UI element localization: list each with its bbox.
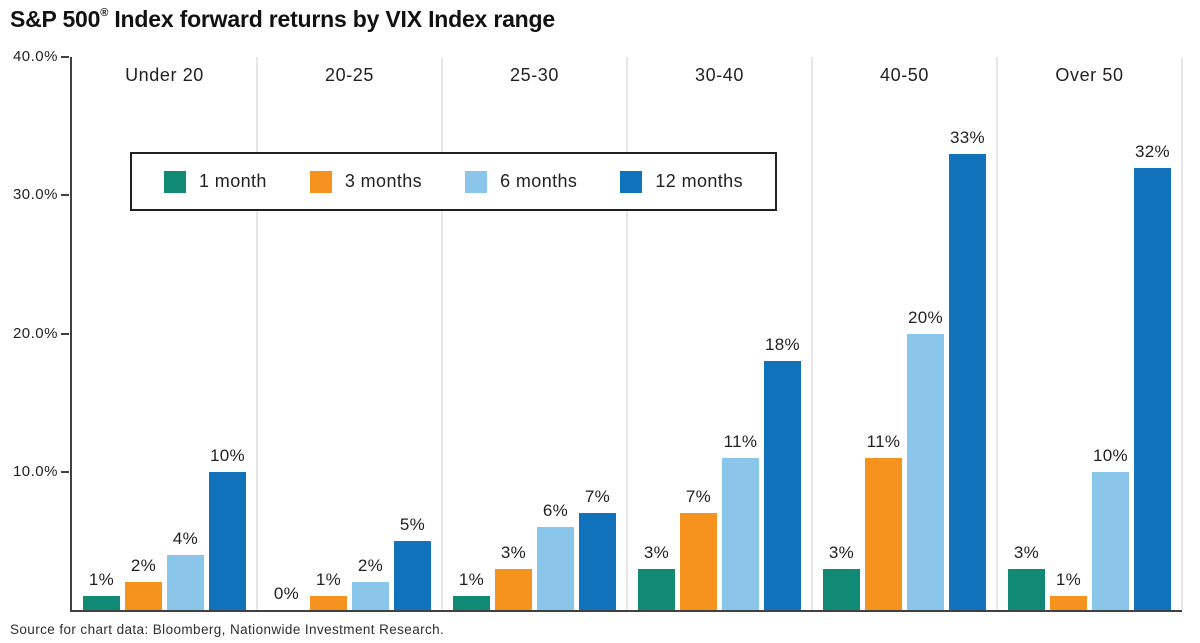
bar-12-months xyxy=(209,471,246,610)
source-note: Source for chart data: Bloomberg, Nation… xyxy=(10,622,445,637)
bar-value-label: 0% xyxy=(273,584,300,603)
registered-trademark-symbol: ® xyxy=(100,7,109,20)
bar-3-months xyxy=(680,513,717,610)
y-axis-tick xyxy=(61,470,69,473)
legend: 1 month 3 months 6 months 12 months xyxy=(130,152,777,211)
group-panel: Under 20 1% 2% 4% 10% xyxy=(72,57,257,610)
bar-value-label: 3% xyxy=(500,542,527,562)
group-panel: Over 50 3% 1% 10% 32% xyxy=(997,57,1182,610)
bar-6-months xyxy=(167,554,204,610)
group-header: 20-25 xyxy=(324,65,375,85)
group-header: Under 20 xyxy=(125,65,204,85)
bar-value-label: 1% xyxy=(458,570,485,590)
legend-swatch xyxy=(309,170,332,193)
bar-value-label: 6% xyxy=(542,501,569,521)
bar-value-label: 7% xyxy=(685,487,712,507)
chart-title: S&P 500® Index forward returns by VIX In… xyxy=(10,6,555,33)
bar-value-label: 2% xyxy=(130,556,157,576)
legend-label: 1 month xyxy=(199,171,267,191)
panel-divider xyxy=(996,57,998,610)
bar-value-label: 10% xyxy=(210,445,245,465)
bar-value-label: 11% xyxy=(723,431,758,451)
bar-value-label: 1% xyxy=(315,570,342,590)
y-axis-label: 30.0% xyxy=(12,186,58,204)
legend-label: 3 months xyxy=(344,171,423,191)
bar-12-months xyxy=(394,540,431,610)
bar-1-month xyxy=(823,568,860,610)
group-panel: 25-30 1% 3% 6% 7% xyxy=(442,57,627,610)
bar-6-months xyxy=(537,527,574,610)
bar-value-label: 20% xyxy=(908,307,943,327)
legend-swatch xyxy=(465,170,488,193)
bar-value-label: 18% xyxy=(765,335,800,355)
group-header: Over 50 xyxy=(1055,65,1124,85)
bar-6-months xyxy=(352,582,389,610)
y-axis-label: 10.0% xyxy=(12,462,58,480)
bar-value-label: 1% xyxy=(1055,570,1082,590)
legend-item: 3 months xyxy=(309,170,423,193)
panel-divider xyxy=(1181,57,1183,610)
legend-label: 12 months xyxy=(655,171,743,191)
bar-3-months xyxy=(495,568,532,610)
legend-swatch xyxy=(164,170,186,193)
group-panel: 30-40 3% 7% 11% 18% xyxy=(627,57,812,610)
panel-divider xyxy=(441,57,443,610)
bar-value-label: 2% xyxy=(357,556,384,576)
bar-1-month xyxy=(83,596,120,610)
bar-value-label: 10% xyxy=(1093,445,1128,465)
bar-3-months xyxy=(125,582,162,610)
panel-divider xyxy=(256,57,258,610)
bar-1-month xyxy=(638,568,675,610)
bar-1-month xyxy=(1008,568,1045,610)
y-axis-tick xyxy=(61,56,69,58)
legend-item: 1 month xyxy=(164,170,267,193)
y-axis-tick xyxy=(61,194,69,197)
group-panel: 40-50 3% 11% 20% 33% xyxy=(812,57,997,610)
panel-divider xyxy=(811,57,813,610)
group-header: 40-50 xyxy=(879,65,930,85)
bar-3-months xyxy=(310,596,347,610)
group-header: 30-40 xyxy=(694,65,745,85)
bar-value-label: 7% xyxy=(584,487,611,507)
bar-value-label: 5% xyxy=(399,514,426,534)
y-axis-tick xyxy=(61,332,69,335)
bar-value-label: 1% xyxy=(88,570,115,590)
bar-value-label: 11% xyxy=(866,431,901,451)
bar-6-months xyxy=(722,457,759,610)
bar-value-label: 3% xyxy=(1013,542,1040,562)
legend-swatch xyxy=(620,170,643,193)
bar-6-months xyxy=(1092,471,1129,610)
legend-item: 12 months xyxy=(620,170,743,193)
bar-6-months xyxy=(907,333,944,610)
bar-12-months xyxy=(764,361,801,610)
group-panel: 20-25 0% 1% 2% 5% xyxy=(257,57,442,610)
bar-3-months xyxy=(865,457,902,610)
bar-value-label: 4% xyxy=(172,528,199,548)
bar-value-label: 32% xyxy=(1135,141,1170,161)
group-header: 25-30 xyxy=(509,65,560,85)
bar-value-label: 3% xyxy=(828,542,855,562)
legend-label: 6 months xyxy=(500,171,578,191)
y-axis-label: 40.0% xyxy=(12,48,58,65)
y-axis-label: 20.0% xyxy=(12,324,58,342)
bar-value-label: 33% xyxy=(950,127,985,147)
bar-12-months xyxy=(579,513,616,610)
plot-area: Under 20 1% 2% 4% 10% 20-25 0% 1% 2% 5% 25-30 1% 3% 6… xyxy=(61,56,1183,612)
legend-item: 6 months xyxy=(465,170,578,193)
chart-title-prefix: S&P 500 xyxy=(10,6,101,32)
bar-1-month xyxy=(453,596,490,610)
bar-3-months xyxy=(1050,596,1087,610)
panel-divider xyxy=(626,57,628,610)
bar-12-months xyxy=(949,153,986,610)
bar-value-label: 3% xyxy=(643,542,670,562)
bar-12-months xyxy=(1134,167,1171,610)
chart-title-suffix: Index forward returns by VIX Index range xyxy=(108,6,555,32)
